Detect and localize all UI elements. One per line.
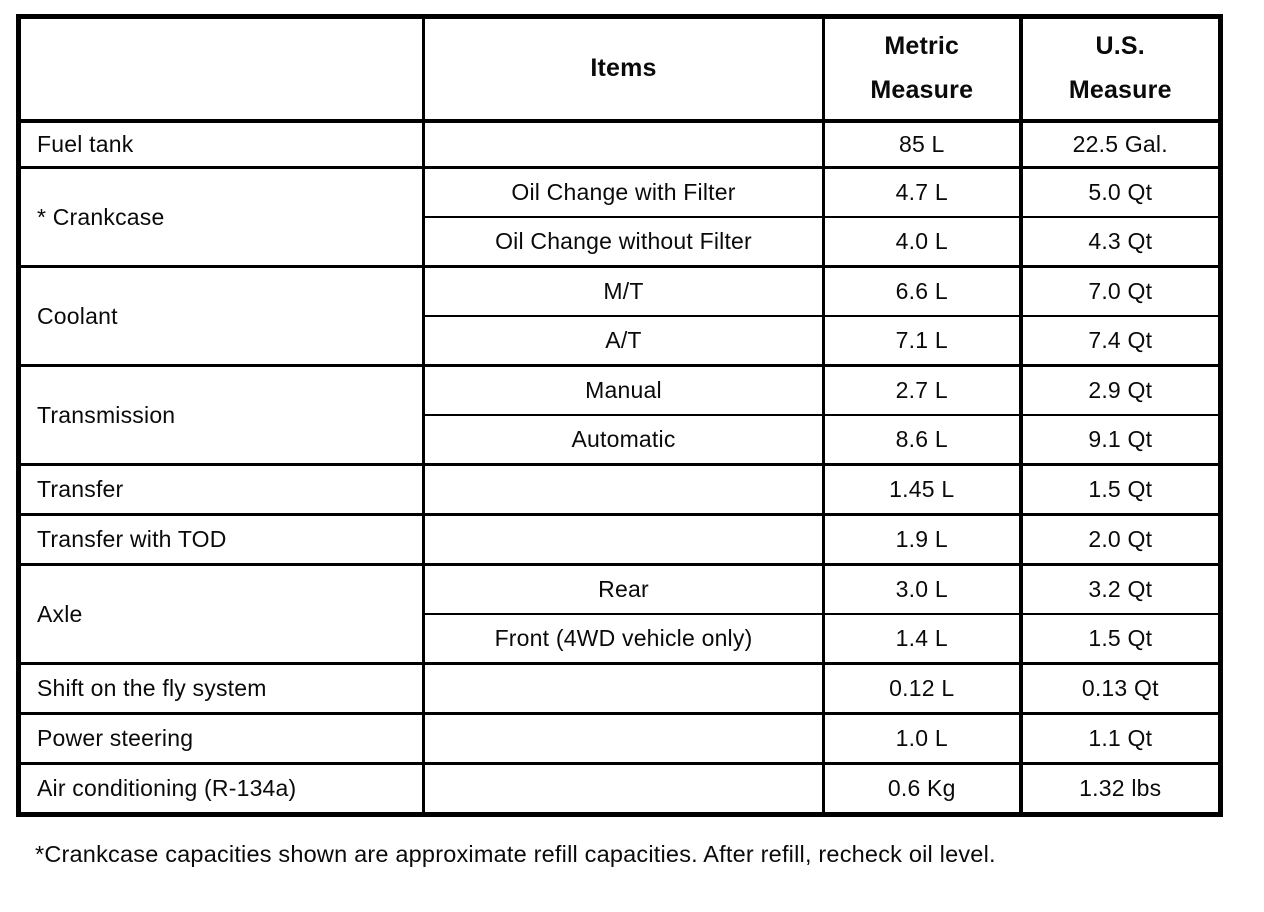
item-cell: Oil Change with Filter [422,166,824,217]
category-cell: * Crankcase [17,166,424,267]
metric-header-line1: Metric [884,32,960,61]
table-row-coolant-2: A/T 7.1 L 7.4 Qt [19,315,1221,366]
table-row-air-conditioning: Air conditioning (R-134a) 0.6 Kg 1.32 lb… [17,762,1221,815]
metric-value-cell: 1.4 L [822,613,1021,664]
category-cell: Transmission [17,364,424,465]
table-row-crankcase-2: Oil Change without Filter 4.0 L 4.3 Qt [19,216,1221,267]
metric-value-cell: 4.7 L [822,166,1021,217]
item-cell: A/T [422,315,824,366]
table-row-axle-2: Front (4WD vehicle only) 1.4 L 1.5 Qt [19,613,1221,664]
item-cell: Front (4WD vehicle only) [422,613,824,664]
metric-header-line2: Measure [870,76,974,104]
capacities-table: Items Metric Measure U.S. Measure Fuel t… [16,14,1223,817]
us-value-cell: 5.0 Qt [1018,166,1221,217]
category-cell: Transfer with TOD [17,513,424,565]
table-row-coolant-1: Coolant M/T 6.6 L 7.0 Qt [17,265,1221,366]
item-cell: Rear [422,563,824,614]
table-row-crankcase-1: * Crankcase Oil Change with Filter 4.7 L… [17,166,1221,267]
item-cell [422,762,824,815]
item-cell [422,712,824,764]
category-cell: Shift on the fly system [17,662,424,714]
metric-value-cell: 4.0 L [822,216,1021,267]
category-cell: Transfer [17,463,424,515]
us-value-cell: 9.1 Qt [1018,414,1221,465]
metric-value-cell: 0.12 L [822,662,1021,714]
metric-value-cell: 1.9 L [822,513,1021,565]
metric-value-cell: 6.6 L [822,265,1021,316]
item-cell: Oil Change without Filter [422,216,824,267]
us-value-cell: 2.9 Qt [1018,364,1221,415]
table-row-transmission-1: Transmission Manual 2.7 L 2.9 Qt [17,364,1221,465]
metric-value-cell: 3.0 L [822,563,1021,614]
us-header-line1: U.S. [1095,32,1145,61]
item-cell [422,119,824,168]
item-cell [422,463,824,515]
category-cell: Power steering [17,712,424,764]
us-value-cell: 7.4 Qt [1018,315,1221,366]
table-row-fuel-tank: Fuel tank 85 L 22.5 Gal. [17,119,1221,168]
header-row: Items Metric Measure U.S. Measure [17,16,1221,123]
item-cell: Manual [422,364,824,415]
us-value-cell: 0.13 Qt [1018,662,1221,714]
table-row-power-steering: Power steering 1.0 L 1.1 Qt [17,712,1221,764]
item-cell: Automatic [422,414,824,465]
us-value-cell: 7.0 Qt [1018,265,1221,316]
us-measure-header: U.S. Measure [1018,16,1221,123]
metric-value-cell: 2.7 L [822,364,1021,415]
us-value-cell: 1.1 Qt [1018,712,1221,764]
us-value-cell: 3.2 Qt [1018,563,1221,614]
item-cell [422,662,824,714]
empty-header-cell [17,16,424,123]
category-cell: Coolant [17,265,424,366]
us-header-line2: Measure [1068,76,1172,104]
metric-value-cell: 8.6 L [822,414,1021,465]
us-value-cell: 1.32 lbs [1018,762,1221,815]
metric-value-cell: 7.1 L [822,315,1021,366]
items-header: Items [422,16,824,123]
us-value-cell: 2.0 Qt [1018,513,1221,565]
us-value-cell: 4.3 Qt [1018,216,1221,267]
table-row-transfer-tod: Transfer with TOD 1.9 L 2.0 Qt [17,513,1221,565]
us-value-cell: 1.5 Qt [1018,463,1221,515]
item-cell: M/T [422,265,824,316]
category-cell: Axle [17,563,424,664]
item-cell [422,513,824,565]
us-value-cell: 22.5 Gal. [1018,119,1221,168]
metric-measure-header: Metric Measure [822,16,1021,123]
table-row-transfer: Transfer 1.45 L 1.5 Qt [17,463,1221,515]
metric-value-cell: 1.0 L [822,712,1021,764]
category-cell: Air conditioning (R-134a) [17,762,424,815]
metric-value-cell: 0.6 Kg [822,762,1021,815]
table-row-axle-1: Axle Rear 3.0 L 3.2 Qt [17,563,1221,664]
table-row-transmission-2: Automatic 8.6 L 9.1 Qt [19,414,1221,465]
table-row-shift-on-fly: Shift on the fly system 0.12 L 0.13 Qt [17,662,1221,714]
metric-value-cell: 85 L [822,119,1021,168]
us-value-cell: 1.5 Qt [1018,613,1221,664]
metric-value-cell: 1.45 L [822,463,1021,515]
category-cell: Fuel tank [17,119,424,168]
footnote: *Crankcase capacities shown are approxim… [35,841,996,867]
